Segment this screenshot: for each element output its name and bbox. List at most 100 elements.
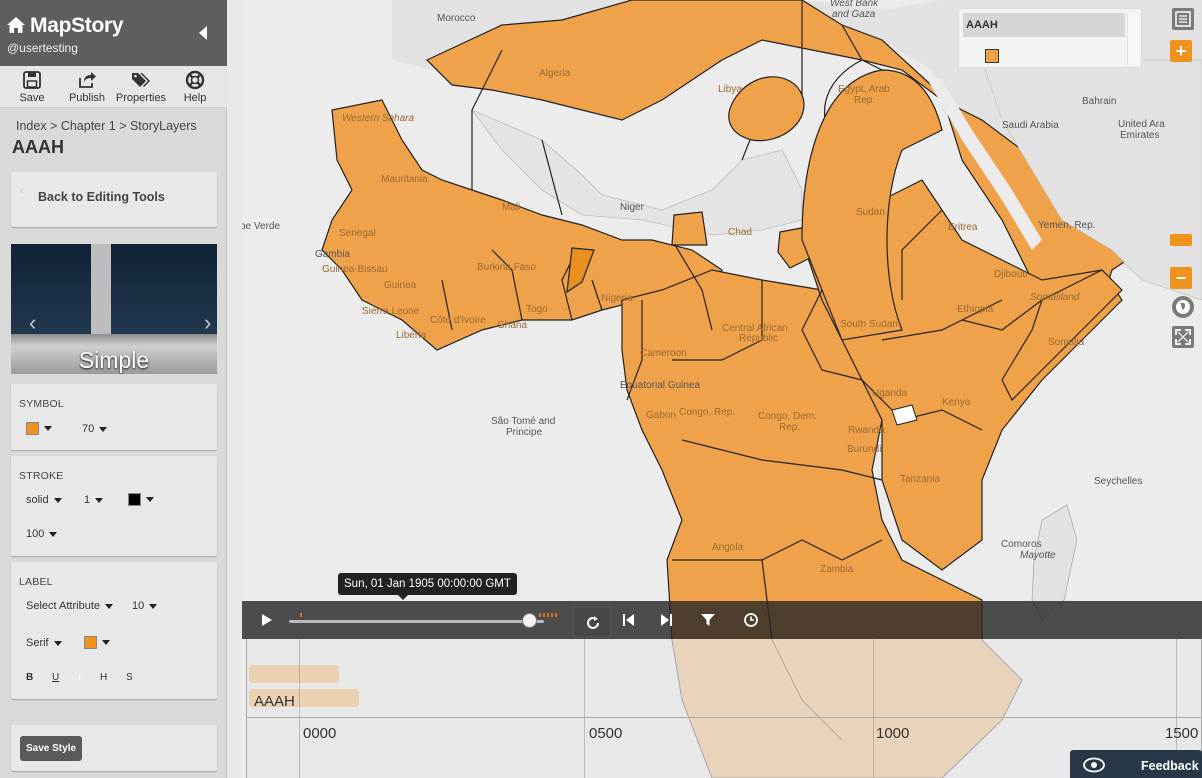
- timeline-event-block[interactable]: [249, 665, 339, 683]
- breadcrumb[interactable]: Index > Chapter 1 > StoryLayers: [16, 119, 197, 133]
- help-label: Help: [183, 92, 207, 104]
- filter-icon[interactable]: [698, 610, 718, 630]
- map-label: Morocco: [437, 13, 476, 24]
- map-label: South Sudan: [840, 319, 898, 330]
- map-label: Liberia: [396, 330, 427, 341]
- map-label: Guinea-Bissau: [322, 264, 388, 275]
- label-attribute-value: Select Attribute: [26, 600, 100, 612]
- legend-symbol: [985, 49, 999, 63]
- symbol-color-picker[interactable]: [26, 422, 52, 435]
- map-label: Libya: [718, 84, 742, 95]
- stroke-opacity-value: 100: [26, 528, 45, 540]
- label-size-select[interactable]: 10: [132, 600, 158, 612]
- map-label: Zambia: [820, 564, 854, 575]
- stroke-section-label: STROKE: [19, 470, 64, 482]
- stroke-opacity-select[interactable]: 100: [26, 528, 58, 540]
- save-icon: [23, 71, 41, 89]
- map-label: Mauritania: [381, 174, 428, 185]
- label-size-value: 10: [132, 600, 145, 612]
- legend-scrollbar[interactable]: [1127, 13, 1139, 65]
- style-carousel[interactable]: Simple ‹ ›: [11, 244, 217, 374]
- symbol-section-label: SYMBOL: [19, 398, 64, 410]
- symbol-size-select[interactable]: 70: [82, 423, 108, 435]
- italic-toggle[interactable]: I: [78, 672, 81, 683]
- label-font-select[interactable]: Serif: [26, 637, 62, 649]
- caret-down-icon: [149, 603, 158, 609]
- fullscreen-button[interactable]: [1172, 326, 1194, 348]
- map-label: Egypt, Arab: [838, 84, 890, 95]
- label-section-label: LABEL: [19, 576, 53, 588]
- stroke-style-select[interactable]: solid: [26, 494, 62, 506]
- globe-button[interactable]: [1172, 296, 1194, 318]
- label-attribute-select[interactable]: Select Attribute: [26, 600, 113, 612]
- map-label: Somaliland: [1030, 292, 1080, 303]
- bold-toggle[interactable]: B: [26, 672, 34, 683]
- halo-toggle[interactable]: H: [100, 672, 108, 683]
- zoom-slider-handle[interactable]: [1170, 234, 1192, 246]
- map-label: Cameroon: [640, 348, 687, 359]
- plus-icon: +: [1175, 41, 1187, 61]
- back-to-editing-tools-button[interactable]: ‹ Back to Editing Tools: [11, 172, 217, 227]
- publish-button[interactable]: Publish: [64, 70, 110, 106]
- play-icon[interactable]: [256, 610, 276, 630]
- map-label: Central African: [722, 323, 788, 334]
- save-button[interactable]: Save: [10, 70, 54, 106]
- time-slider-knob[interactable]: [521, 613, 537, 628]
- map-label: Sudan: [856, 207, 885, 218]
- map-viewport[interactable]: West Bank and Gaza Morocco Algeria Libya…: [242, 0, 1202, 778]
- properties-label: Properties: [115, 92, 167, 104]
- map-label: Western Sahara: [342, 113, 415, 124]
- help-button[interactable]: Help: [174, 70, 216, 106]
- stroke-color-picker[interactable]: [128, 493, 154, 506]
- time-slider[interactable]: [289, 613, 559, 623]
- feedback-button[interactable]: Feedback: [1070, 750, 1202, 778]
- symbol-section: SYMBOL 70: [11, 384, 217, 450]
- stroke-width-select[interactable]: 1: [84, 494, 104, 506]
- timeline-event-block[interactable]: [249, 689, 359, 707]
- map-label: Eritrea: [948, 222, 978, 233]
- home-icon[interactable]: [6, 15, 26, 35]
- clock-icon[interactable]: [741, 610, 761, 630]
- map-label: Djibouti: [994, 269, 1028, 280]
- carousel-prev-icon[interactable]: ‹: [29, 310, 37, 335]
- minus-icon: −: [1175, 268, 1187, 288]
- map-label: Guinea: [384, 280, 417, 291]
- map-label: Principe: [506, 427, 543, 438]
- skip-back-icon[interactable]: [619, 610, 639, 630]
- label-font-value: Serif: [26, 637, 49, 649]
- label-color-picker[interactable]: [84, 636, 110, 649]
- shadow-toggle[interactable]: S: [126, 672, 133, 683]
- map-label: Emirates: [1120, 130, 1160, 141]
- range-end-marker: [539, 613, 559, 617]
- map-label: Saudi Arabia: [1002, 120, 1059, 131]
- range-start-marker: [300, 613, 302, 617]
- loop-button[interactable]: [573, 607, 611, 637]
- publish-label: Publish: [68, 92, 106, 104]
- skip-forward-icon[interactable]: [656, 610, 676, 630]
- zoom-out-button[interactable]: −: [1170, 267, 1192, 289]
- underline-toggle[interactable]: U: [52, 672, 60, 683]
- map-label: Algeria: [539, 68, 571, 79]
- label-color-swatch: [84, 636, 97, 649]
- map-label: São Tomé and: [491, 416, 556, 427]
- properties-button[interactable]: Properties: [114, 70, 168, 106]
- layer-title: AAAH: [12, 137, 64, 157]
- app-title[interactable]: MapStory: [30, 14, 124, 37]
- tags-icon: [132, 73, 150, 87]
- collapse-sidebar-icon[interactable]: [197, 25, 209, 41]
- timeline-gridline: [299, 639, 300, 778]
- layers-button[interactable]: [1172, 8, 1194, 30]
- map-label: Equatorial Guinea: [620, 380, 701, 391]
- timeline-axis: [247, 717, 1202, 718]
- caret-down-icon: [53, 640, 62, 646]
- map-label: Burkina Faso: [477, 262, 536, 273]
- map-label: Niger: [620, 202, 644, 213]
- zoom-in-button[interactable]: +: [1170, 40, 1192, 62]
- save-style-button[interactable]: Save Style: [20, 736, 83, 761]
- map-label: Seychelles: [1094, 476, 1143, 487]
- map-label: Bahrain: [1082, 96, 1117, 107]
- carousel-next-icon[interactable]: ›: [204, 310, 212, 335]
- timeline-panel[interactable]: AAAH 0000 0500 1000 1500: [246, 639, 1202, 778]
- style-name: Simple: [78, 347, 150, 373]
- lifebuoy-icon: [185, 70, 205, 90]
